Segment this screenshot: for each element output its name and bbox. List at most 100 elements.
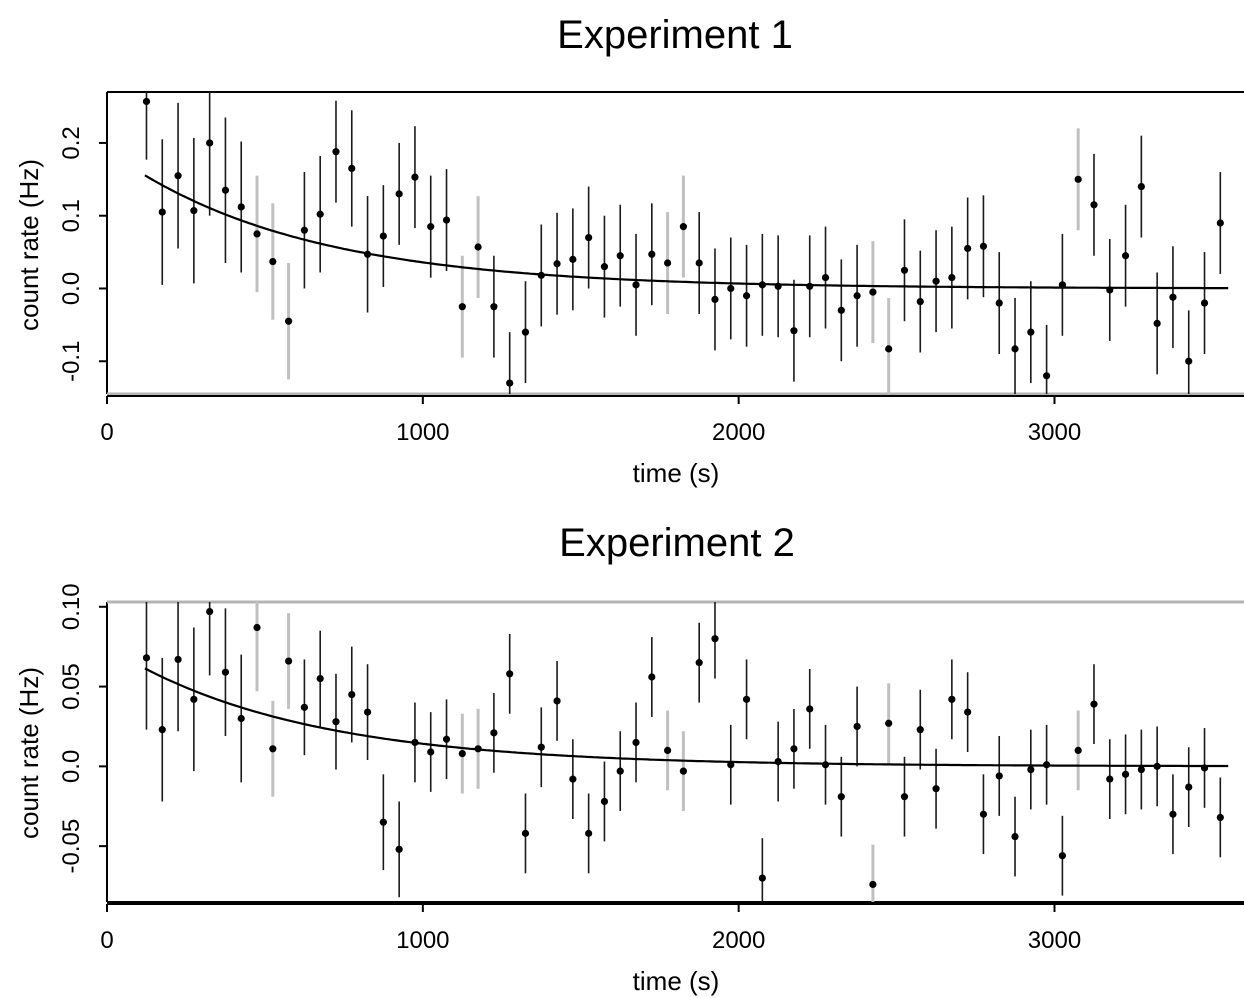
data-point [490,729,498,737]
data-point [711,295,719,303]
data-point [979,242,988,250]
data-point [948,695,956,703]
data-point [300,703,308,711]
data-point [142,97,151,106]
y-tick-label: 0.0 [58,272,85,305]
data-point [395,845,403,853]
data-point [1043,761,1051,769]
chart-title: Experiment 2 [559,521,795,565]
data-point [758,281,766,289]
data-point [411,738,419,747]
data-point [853,722,861,731]
experiment-1-panel: Experiment 1 count rate (Hz) time (s) -0… [14,13,1244,488]
data-point [237,203,245,211]
data-point [711,635,719,643]
data-point [695,259,703,267]
data-point [285,657,293,665]
data-point [363,250,372,258]
data-point [916,726,924,734]
data-point [932,277,940,285]
data-point [948,273,956,282]
y-tick-label: 0.0 [58,750,85,783]
data-point [221,668,230,676]
data-point [806,282,814,290]
data-point [600,263,609,271]
data-point [395,190,403,198]
y-ticks: -0.05 0.0 0.05 0.10 [58,583,107,874]
data-point [506,379,514,387]
data-point [174,172,182,180]
data-point [995,772,1003,780]
data-point [806,705,814,713]
data-point [285,317,293,325]
data-point [995,299,1003,307]
data-point [379,232,387,240]
y-axis-label: count rate (Hz) [14,159,44,331]
data-point [1090,700,1098,708]
fit-curve [144,174,1229,290]
data-point [979,810,988,818]
data-point [474,243,482,251]
data-point [190,695,198,703]
data-point [442,216,451,224]
data-point [537,271,545,279]
data-point [1137,765,1145,774]
data-point [837,306,845,314]
data-point [1058,852,1066,860]
data-point [1200,764,1209,772]
y-tick-label: 0.10 [58,583,85,630]
y-ticks: -0.1 0.0 0.1 0.2 [58,126,107,382]
data-point [1153,762,1161,770]
data-point [1200,299,1209,307]
data-point [442,735,451,743]
data-point [1169,810,1177,818]
data-point [490,303,498,311]
data-point [553,260,561,268]
data-point [727,761,735,769]
y-tick-label: -0.1 [58,341,85,382]
data-point [664,259,672,267]
data-point [932,785,940,793]
x-tick-label: 1000 [396,419,449,446]
data-point [1216,813,1224,822]
y-tick-label: 0.2 [58,126,85,159]
data-point [964,244,972,253]
data-point [474,745,482,753]
data-point [742,695,751,703]
data-point [332,148,340,156]
data-point [506,670,514,678]
y-tick-label: -0.05 [58,819,85,874]
data-point [174,655,182,664]
data-point [521,328,530,336]
x-tick-label: 3000 [1028,927,1081,954]
data-point [616,252,624,260]
data-point [1074,746,1082,755]
data-point [742,292,751,300]
fit-curve-group [144,667,1229,768]
x-ticks: 0 1000 2000 3000 [100,396,1081,446]
data-point [1043,372,1051,380]
data-point [458,303,466,311]
data-point [774,282,782,290]
error-bars [145,92,1222,394]
x-tick-label: 2000 [712,419,765,446]
data-point [158,208,166,216]
data-point [648,673,656,681]
data-point [758,874,766,882]
data-point [695,659,703,667]
data-point [916,297,924,306]
data-point [569,255,577,263]
x-axis-label: time (s) [633,966,720,996]
x-tick-label: 1000 [396,927,449,954]
data-points [142,97,1224,387]
data-point [679,223,687,231]
data-point [458,749,466,758]
data-point [537,743,545,751]
chart-title: Experiment 1 [557,13,793,57]
data-point [837,793,845,801]
data-point [1090,201,1098,209]
data-point [964,708,972,716]
data-point [221,186,230,194]
data-point [269,257,277,266]
